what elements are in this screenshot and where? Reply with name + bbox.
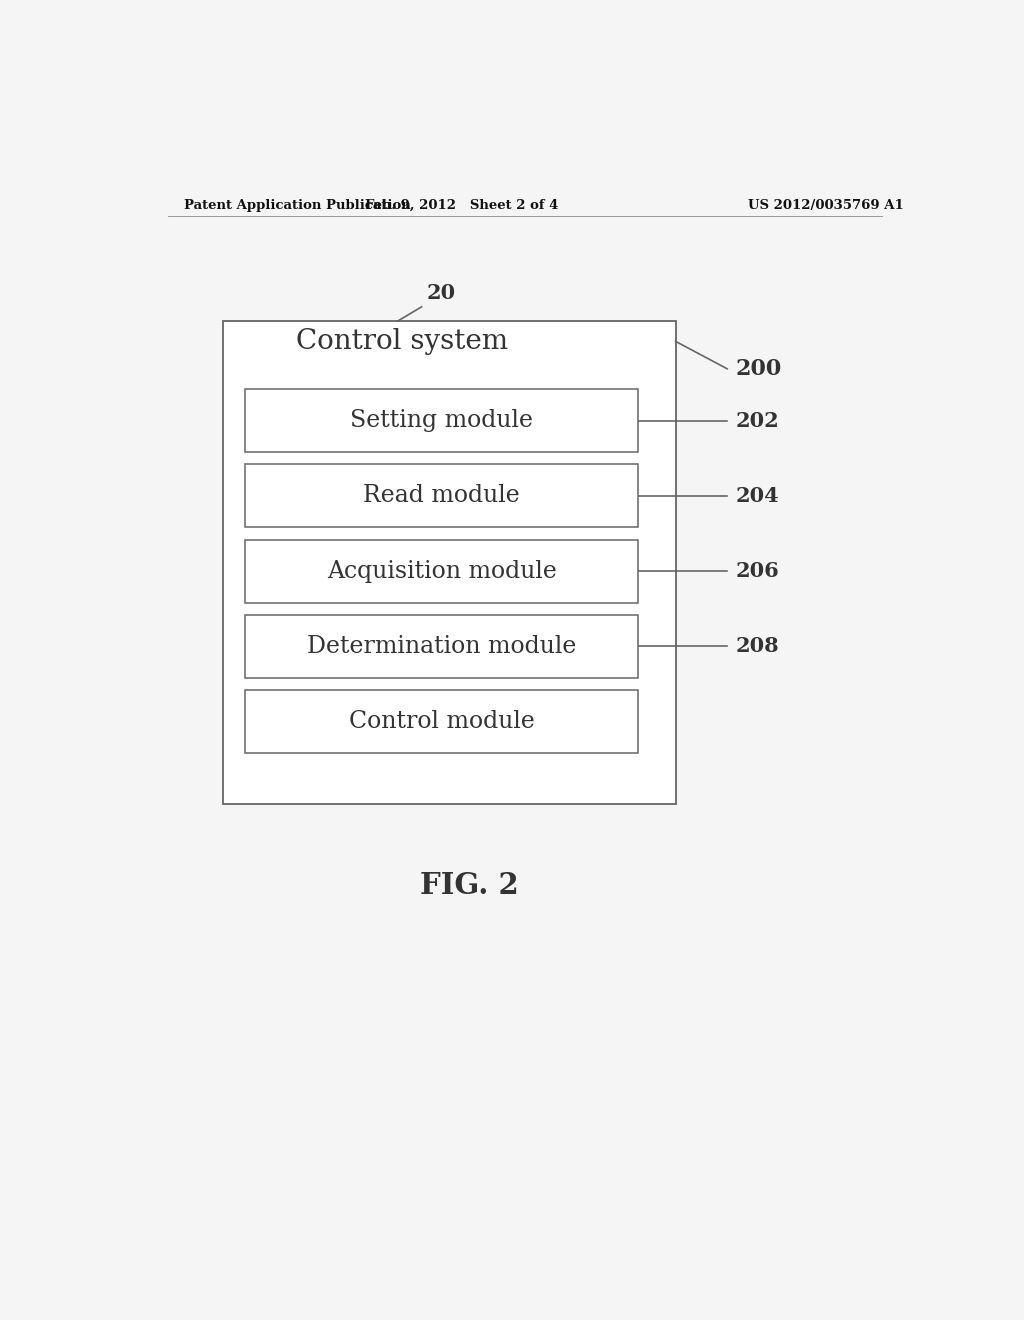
Text: 200: 200 — [735, 358, 781, 380]
Text: Acquisition module: Acquisition module — [327, 560, 557, 582]
Text: FIG. 2: FIG. 2 — [420, 871, 518, 900]
Bar — [246, 465, 638, 528]
Text: 206: 206 — [735, 561, 779, 581]
Text: Control module: Control module — [349, 710, 535, 733]
Text: Read module: Read module — [364, 484, 520, 507]
Text: 208: 208 — [735, 636, 778, 656]
Text: Feb. 9, 2012   Sheet 2 of 4: Feb. 9, 2012 Sheet 2 of 4 — [365, 198, 558, 211]
Bar — [246, 540, 638, 602]
Text: 204: 204 — [735, 486, 779, 506]
Bar — [223, 321, 676, 804]
Text: Setting module: Setting module — [350, 409, 534, 432]
Bar — [246, 690, 638, 752]
Text: 20: 20 — [427, 282, 456, 302]
Text: US 2012/0035769 A1: US 2012/0035769 A1 — [749, 198, 904, 211]
Bar — [246, 615, 638, 677]
Text: Determination module: Determination module — [307, 635, 577, 657]
Text: Patent Application Publication: Patent Application Publication — [183, 198, 411, 211]
Text: 202: 202 — [735, 411, 779, 430]
Text: Control system: Control system — [296, 327, 508, 355]
Bar — [246, 389, 638, 453]
